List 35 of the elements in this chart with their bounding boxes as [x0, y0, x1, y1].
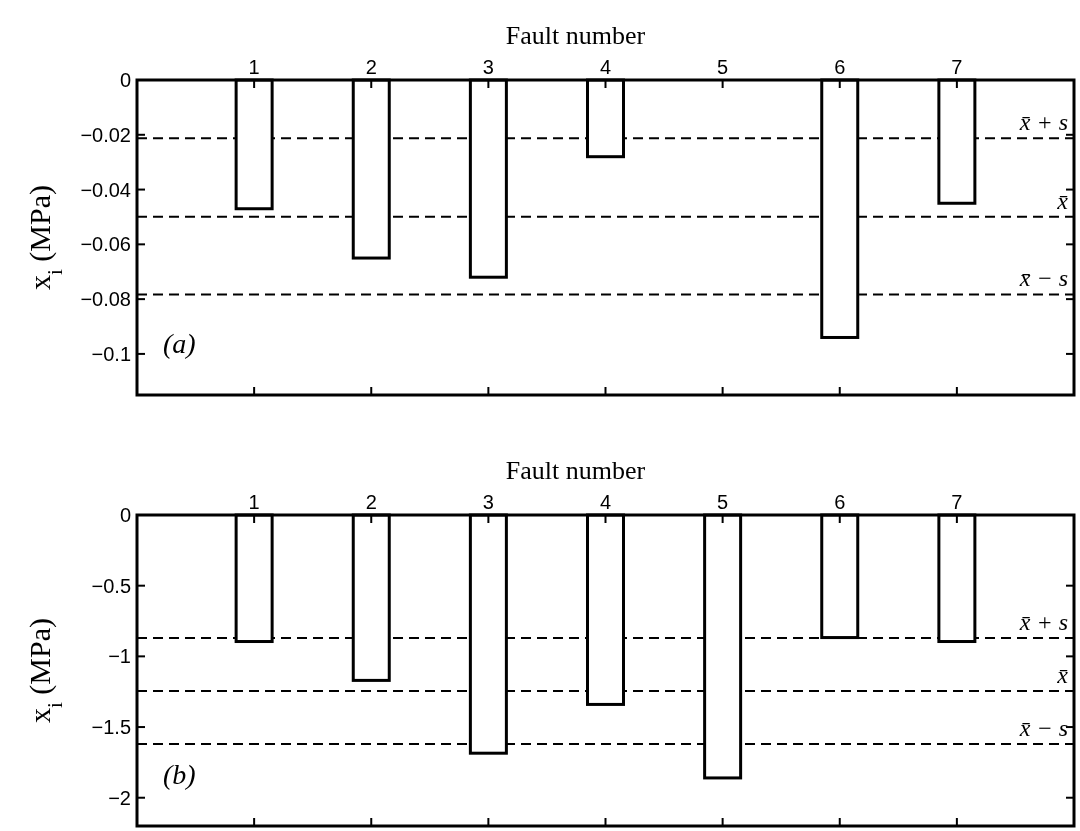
ref-line-label: x̄ − s [1018, 265, 1068, 292]
annotation: (b) [163, 759, 196, 790]
x-tick-label: 3 [482, 56, 494, 78]
x-tick-label: 1 [248, 56, 260, 78]
y-tick-label: −0.5 [91, 574, 131, 597]
x-tick-label: 5 [717, 56, 729, 78]
x-tick-label: 7 [951, 56, 963, 78]
y-tick-label: −0.02 [80, 123, 131, 146]
x-tick-label: 7 [951, 491, 963, 513]
ref-line-label: x̄ [1056, 187, 1069, 214]
y-tick-label: −0.06 [80, 233, 131, 256]
y-tick-label: 0 [119, 69, 131, 91]
x-tick-label: 4 [599, 56, 612, 78]
x-axis-title: Fault number [505, 456, 646, 485]
ref-line-label: x̄ + s [1018, 109, 1068, 136]
x-axis-title: Fault number [505, 21, 646, 50]
x-tick-label: 1 [248, 491, 260, 513]
x-tick-label: 2 [365, 56, 377, 78]
ref-line-label: x̄ + s [1018, 608, 1068, 635]
annotation: (a) [163, 328, 196, 359]
y-tick-label: −1 [108, 645, 131, 668]
x-tick-label: 6 [834, 491, 846, 513]
ref-line-label: x̄ [1056, 662, 1069, 688]
x-tick-label: 4 [599, 491, 612, 513]
ref-line-label: x̄ − s [1018, 715, 1068, 742]
y-tick-label: 0 [119, 504, 131, 526]
y-tick-label: −1.5 [91, 716, 131, 739]
x-tick-label: 2 [365, 491, 377, 513]
x-tick-label: 5 [717, 491, 729, 513]
x-tick-label: 3 [482, 491, 494, 513]
y-tick-label: −2 [108, 786, 131, 809]
y-tick-label: −0.1 [91, 342, 131, 365]
x-tick-label: 6 [834, 56, 846, 78]
y-tick-label: −0.04 [80, 178, 131, 201]
y-tick-label: −0.08 [80, 288, 131, 311]
